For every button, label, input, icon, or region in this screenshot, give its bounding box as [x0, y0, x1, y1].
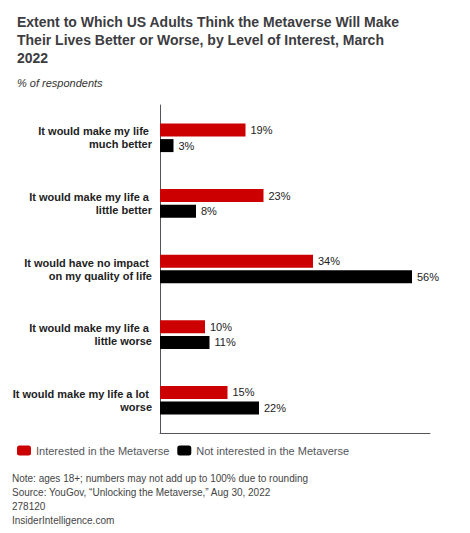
svg-text:% of respondents: % of respondents [17, 77, 103, 89]
svg-text:on my quality of life: on my quality of life [49, 270, 152, 282]
svg-text:little worse: little worse [95, 335, 152, 347]
svg-text:It would make my life a: It would make my life a [29, 322, 152, 334]
svg-text:It would make my life a lot: It would make my life a lot [13, 388, 152, 400]
svg-text:15%: 15% [233, 386, 255, 398]
svg-text:Extent to Which US Adults Thin: Extent to Which US Adults Think the Meta… [17, 14, 403, 30]
svg-text:3%: 3% [179, 140, 195, 152]
svg-text:Source: YouGov, “Unlocking the: Source: YouGov, “Unlocking the Metaverse… [12, 487, 271, 498]
svg-text:InsiderIntelligence.com: InsiderIntelligence.com [12, 515, 114, 526]
svg-text:2022: 2022 [17, 50, 48, 66]
svg-text:22%: 22% [264, 402, 286, 414]
svg-text:Note: ages 18+; numbers may no: Note: ages 18+; numbers may not add up t… [12, 473, 308, 484]
svg-text:278120: 278120 [12, 501, 46, 512]
svg-text:It would have no impact: It would have no impact [24, 257, 152, 269]
svg-text:56%: 56% [417, 271, 439, 283]
svg-text:Their Lives Better or Worse, b: Their Lives Better or Worse, by Level of… [17, 32, 388, 48]
svg-text:Interested in the Metaverse: Interested in the Metaverse [36, 445, 169, 457]
svg-text:little better: little better [96, 204, 153, 216]
svg-text:8%: 8% [201, 205, 217, 217]
svg-text:It would make my life: It would make my life [38, 125, 152, 137]
svg-text:Not interested in the Metavers: Not interested in the Metaverse [196, 445, 349, 457]
svg-text:worse: worse [119, 401, 152, 413]
svg-text:11%: 11% [215, 336, 236, 348]
svg-text:34%: 34% [318, 255, 340, 267]
svg-text:much better: much better [89, 138, 153, 150]
svg-text:23%: 23% [269, 190, 291, 202]
svg-text:19%: 19% [251, 124, 273, 136]
svg-text:It would make my life a: It would make my life a [29, 191, 152, 203]
svg-text:10%: 10% [210, 321, 232, 333]
